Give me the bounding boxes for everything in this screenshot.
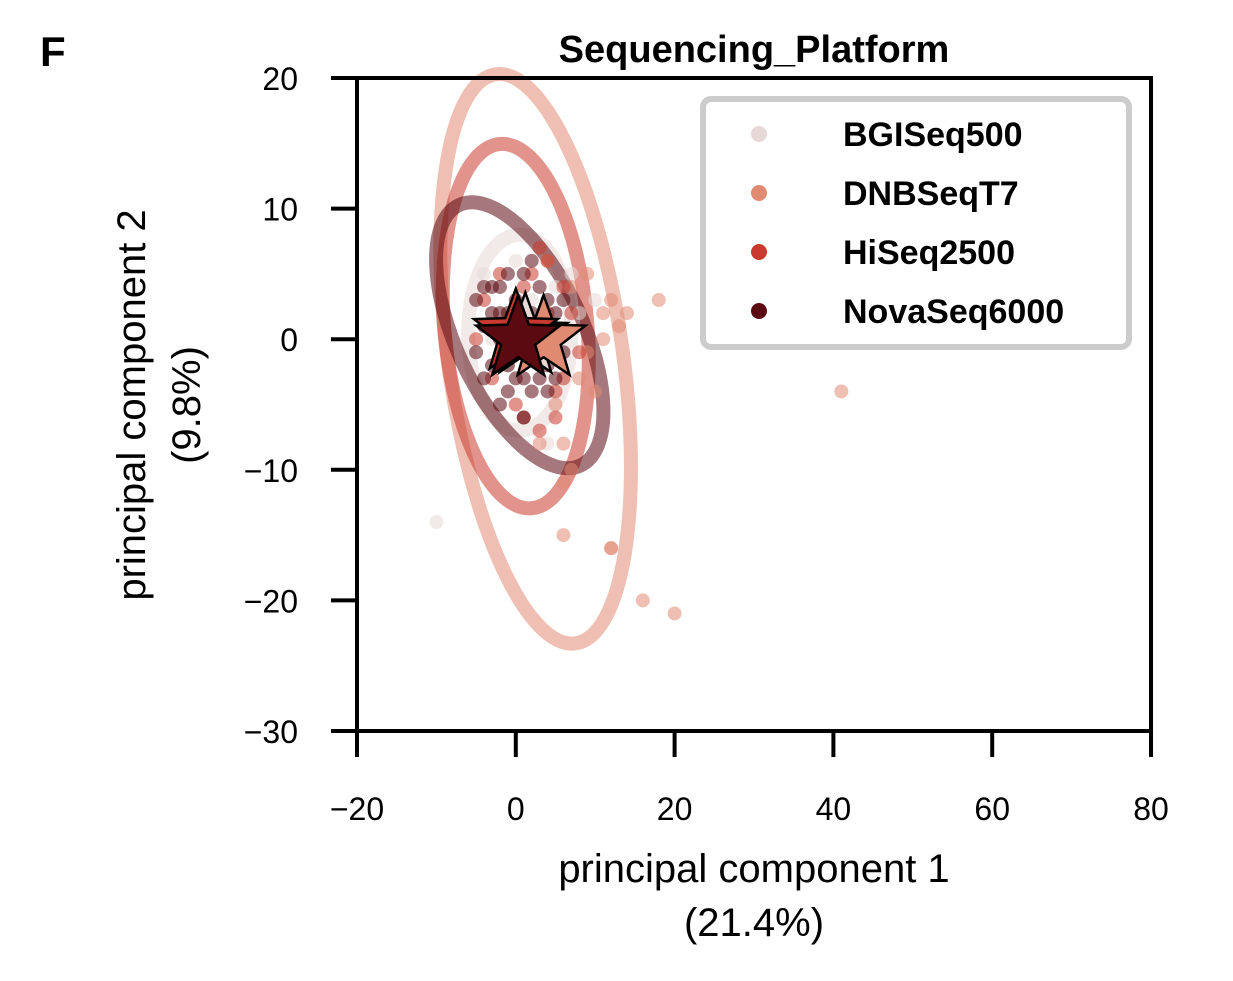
y-axis-ticks: −30 −20 −10 0 10 20 [244, 61, 357, 750]
point-dnbseqt7 [533, 437, 547, 451]
point-bgiseq500 [477, 267, 491, 281]
x-tick-label: 20 [657, 791, 693, 827]
point-novaseq6000 [501, 384, 515, 398]
x-axis-label-percent: (21.4%) [684, 901, 824, 945]
legend-label-novaseq6000: NovaSeq6000 [843, 293, 1064, 331]
x-tick-label: 80 [1133, 791, 1169, 827]
point-hiseq2500 [509, 398, 523, 412]
point-hiseq2500 [572, 345, 586, 359]
y-tick-label: 0 [280, 322, 298, 358]
point-novaseq6000 [525, 254, 539, 268]
point-dnbseqt7 [596, 332, 610, 346]
x-tick-label: −20 [330, 791, 384, 827]
point-hiseq2500 [549, 411, 563, 425]
point-novaseq6000 [541, 384, 555, 398]
point-dnbseqt7 [834, 384, 848, 398]
point-dnbseqt7 [612, 319, 626, 333]
legend-label-dnbseqt7: DNBSeqT7 [843, 175, 1019, 213]
point-hiseq2500 [556, 280, 570, 294]
legend-marker-dnbseqt7 [751, 185, 767, 201]
legend-marker-bgiseq500 [751, 126, 767, 142]
point-novaseq6000 [477, 371, 491, 385]
point-bgiseq500 [564, 267, 578, 281]
point-novaseq6000 [533, 280, 547, 294]
point-dnbseqt7 [668, 606, 682, 620]
point-hiseq2500 [517, 280, 531, 294]
point-dnbseqt7 [636, 593, 650, 607]
y-tick-label: −30 [244, 714, 298, 750]
y-tick-label: −10 [244, 453, 298, 489]
point-novaseq6000 [469, 293, 483, 307]
legend-marker-hiseq2500 [751, 244, 767, 260]
point-novaseq6000 [493, 398, 507, 412]
legend-label-bgiseq500: BGISeq500 [843, 116, 1023, 154]
y-tick-label: −20 [244, 583, 298, 619]
point-dnbseqt7 [596, 306, 610, 320]
x-axis-ticks: −20 0 20 40 60 80 [330, 731, 1169, 827]
point-novaseq6000 [549, 371, 563, 385]
point-dnbseqt7 [549, 398, 563, 412]
point-dnbseqt7 [572, 371, 586, 385]
point-dnbseqt7 [580, 267, 594, 281]
point-novaseq6000 [501, 267, 515, 281]
point-novaseq6000 [517, 411, 531, 425]
y-tick-label: 20 [262, 61, 298, 97]
point-dnbseqt7 [556, 437, 570, 451]
point-novaseq6000 [525, 384, 539, 398]
point-dnbseqt7 [556, 476, 570, 490]
point-novaseq6000 [477, 280, 491, 294]
point-hiseq2500 [533, 241, 547, 255]
point-dnbseqt7 [556, 528, 570, 542]
point-dnbseqt7 [604, 541, 618, 555]
x-tick-label: 60 [974, 791, 1010, 827]
point-dnbseqt7 [620, 306, 634, 320]
panel-label: F [40, 28, 66, 75]
point-dnbseqt7 [652, 293, 666, 307]
point-hiseq2500 [564, 306, 578, 320]
point-hiseq2500 [469, 332, 483, 346]
legend: BGISeq500 DNBSeqT7 HiSeq2500 NovaSeq6000 [703, 99, 1129, 347]
x-axis-label: principal component 1 [558, 847, 949, 891]
x-tick-label: 40 [816, 791, 852, 827]
chart-title: Sequencing_Platform [559, 29, 950, 71]
legend-marker-novaseq6000 [751, 303, 767, 319]
point-dnbseqt7 [604, 293, 618, 307]
point-hiseq2500 [541, 254, 555, 268]
point-dnbseqt7 [588, 384, 602, 398]
point-bgiseq500 [509, 254, 523, 268]
point-bgiseq500 [588, 293, 602, 307]
y-axis-label-percent: (9.8%) [165, 346, 209, 464]
point-novaseq6000 [556, 293, 570, 307]
point-dnbseqt7 [564, 463, 578, 477]
x-tick-label: 0 [507, 791, 525, 827]
point-bgiseq500 [429, 515, 443, 529]
y-axis-label: principal component 2 [110, 209, 154, 600]
point-novaseq6000 [469, 345, 483, 359]
point-hiseq2500 [533, 424, 547, 438]
y-tick-label: 10 [262, 192, 298, 228]
point-novaseq6000 [517, 267, 531, 281]
legend-label-hiseq2500: HiSeq2500 [843, 234, 1015, 272]
